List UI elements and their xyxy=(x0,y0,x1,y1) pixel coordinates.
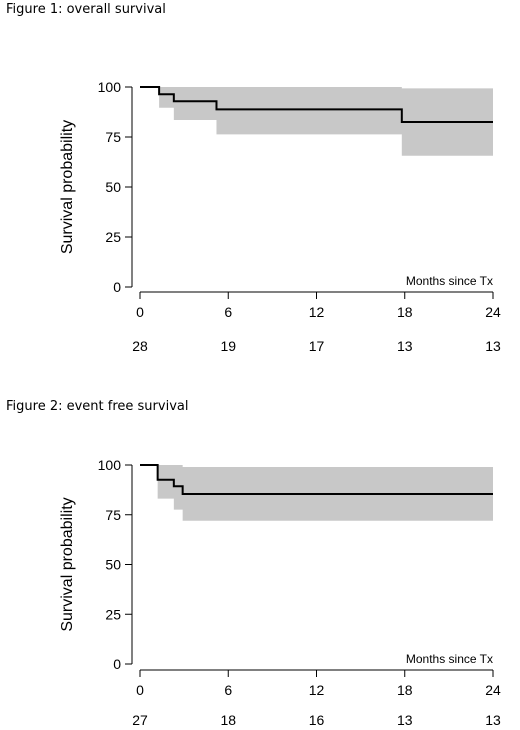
overall-survival-chart: 0 25 50 75 100 0 28 6 19 12 17 18 13 24 13 Months since… xyxy=(59,79,501,354)
y-axis-title: Survival probability xyxy=(59,120,76,254)
y-tick-label: 75 xyxy=(105,507,121,523)
x-tick-label: 0 xyxy=(136,304,144,320)
y-tick-label: 0 xyxy=(113,656,121,672)
y-tick-label: 75 xyxy=(105,129,121,145)
at-risk-count: 27 xyxy=(132,712,148,728)
y-tick-label: 100 xyxy=(98,457,122,473)
x-tick-label: 18 xyxy=(397,682,413,698)
figure-1-title: Figure 1: overall survival xyxy=(6,2,166,17)
y-tick-label: 50 xyxy=(105,557,121,573)
at-risk-count: 13 xyxy=(397,338,413,354)
x-tick-label: 0 xyxy=(136,682,144,698)
y-axis-title: Survival probability xyxy=(59,497,76,631)
at-risk-count: 19 xyxy=(220,338,236,354)
x-tick-label: 24 xyxy=(485,304,501,320)
x-axis-title: Months since Tx xyxy=(406,274,493,288)
y-tick-label: 0 xyxy=(113,279,121,295)
confidence-band xyxy=(140,87,493,156)
at-risk-count: 16 xyxy=(309,712,325,728)
at-risk-count: 17 xyxy=(309,338,325,354)
at-risk-count: 13 xyxy=(485,712,501,728)
x-tick-label: 12 xyxy=(309,682,325,698)
x-tick-label: 12 xyxy=(309,304,325,320)
at-risk-count: 13 xyxy=(397,712,413,728)
y-tick-label: 25 xyxy=(105,229,121,245)
y-tick-label: 50 xyxy=(105,179,121,195)
x-tick-label: 6 xyxy=(224,682,232,698)
x-tick-label: 24 xyxy=(485,682,501,698)
survival-curve-0 xyxy=(140,464,493,496)
x-axis-title: Months since Tx xyxy=(406,652,493,666)
x-tick-label: 18 xyxy=(397,304,413,320)
confidence-band xyxy=(140,465,493,521)
at-risk-count: 28 xyxy=(132,338,148,354)
survival-curve-0 xyxy=(140,86,493,123)
x-tick-label: 6 xyxy=(224,304,232,320)
at-risk-count: 13 xyxy=(485,338,501,354)
y-tick-label: 25 xyxy=(105,606,121,622)
at-risk-count: 18 xyxy=(220,712,236,728)
figure-2-title: Figure 2: event free survival xyxy=(6,399,189,414)
event-free-survival-chart: 0 25 50 75 100 0 27 6 18 12 16 18 13 24 13 Months since… xyxy=(59,457,501,728)
y-tick-label: 100 xyxy=(98,79,122,95)
